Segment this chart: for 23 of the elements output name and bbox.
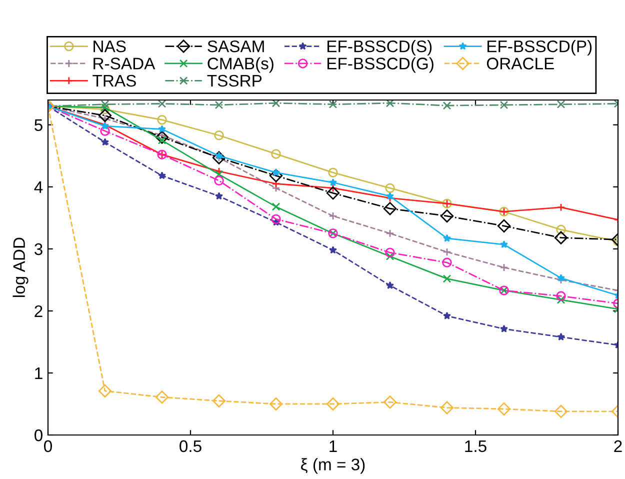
x-tick-label: 0 [44, 440, 52, 452]
y-tick-label: 2 [34, 305, 42, 317]
x-tick-label: 1 [330, 440, 337, 452]
legend-label: R-SADA [94, 58, 156, 70]
legend-label: NAS [94, 40, 126, 52]
legend-label: EF-BSSCD(G) [328, 57, 434, 73]
y-tick-label: 0 [34, 429, 42, 442]
legend-label: TSSRP [207, 74, 262, 87]
y-tick-label: 3 [34, 243, 42, 256]
legend-label: EF-BSSCD(S) [328, 40, 432, 56]
legend-label: SASAM [208, 40, 264, 52]
x-axis-title: ξ (m = 3) [301, 458, 365, 474]
y-tick-label: 1 [35, 368, 42, 379]
y-axis-title: log ADD [12, 238, 28, 297]
x-tick-label: 2 [614, 440, 622, 452]
x-tick-label: 1.5 [465, 440, 486, 452]
legend-label: TRAS [92, 74, 136, 87]
legend-label: ORACLE [486, 58, 554, 70]
legend-label: EF-BSSCD(P) [488, 40, 592, 56]
x-tick-label: 0.5 [180, 440, 202, 452]
y-tick-label: 5 [34, 119, 42, 132]
legend-label: CMAB(s) [208, 57, 274, 73]
y-tick-label: 4 [34, 181, 43, 193]
